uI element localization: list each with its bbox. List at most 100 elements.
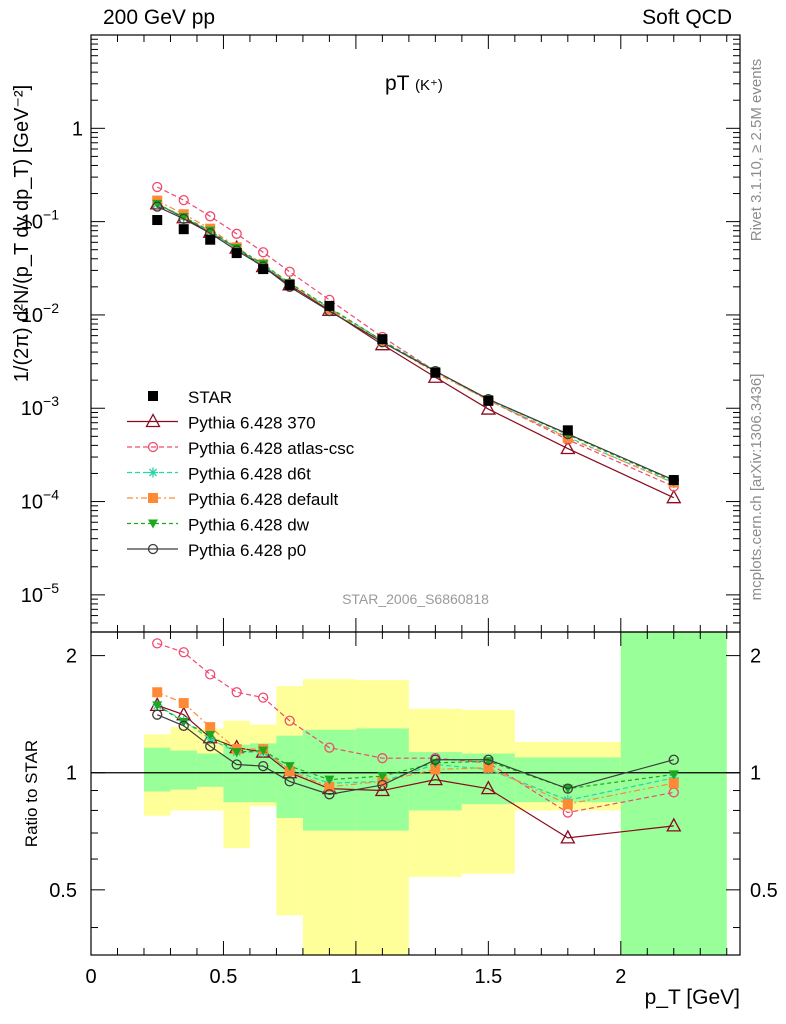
mcplots-label: mcplots.cern.ch [arXiv:1306.3436] — [748, 374, 765, 601]
ratio-point — [668, 778, 679, 789]
ratio-point — [377, 772, 388, 782]
data-point — [666, 489, 682, 504]
star-data-point — [231, 248, 242, 259]
plot-title: pT — [385, 72, 410, 95]
data-point — [231, 228, 242, 239]
legend-label: Pythia 6.428 370 — [188, 414, 316, 433]
ratio-series-line — [157, 704, 674, 839]
star-data-point — [562, 425, 573, 436]
star-data-point — [205, 234, 216, 245]
ratio-point — [668, 754, 679, 765]
ratio-y-tick-label: 1 — [66, 763, 77, 785]
ratio-point — [258, 746, 269, 756]
ratio-point — [324, 789, 335, 800]
ratio-uncertainty-bands — [143, 632, 727, 955]
data-point — [152, 201, 163, 212]
ratio-point — [284, 715, 295, 726]
ratio-frame — [90, 631, 741, 956]
ratio-point — [560, 829, 576, 844]
star-data-point — [284, 279, 295, 290]
ratio-point — [258, 760, 269, 772]
inner-band-bin — [170, 750, 197, 790]
star-data-point — [178, 224, 189, 235]
star-data-point — [258, 264, 269, 275]
main-y-axis-label: 1/(2π) d²N/(p_T dy dp_T) [GeV⁻²] — [11, 85, 33, 382]
ratio-series-line — [156, 714, 674, 795]
x-tick-label: 0 — [85, 966, 96, 988]
x-tick-label: 1.5 — [474, 966, 502, 988]
data-point — [258, 247, 269, 258]
ratio-point — [427, 771, 443, 786]
ratio-point — [562, 799, 573, 810]
data-point — [480, 400, 496, 415]
ratio-y-tick-label-right: 2 — [750, 646, 761, 668]
data-point — [178, 213, 189, 225]
ratio-point — [205, 741, 216, 752]
ratio-y-axis-label: Ratio to STAR — [22, 740, 41, 847]
legend-marker — [145, 413, 161, 428]
ratio-point — [231, 687, 242, 698]
ratio-point — [205, 669, 216, 680]
header-left: 200 GeV pp — [103, 6, 216, 29]
data-point — [178, 194, 189, 206]
star-data-point — [152, 215, 163, 226]
ratio-point — [483, 754, 494, 765]
legend-marker — [148, 391, 158, 401]
ratio-point — [178, 718, 189, 728]
x-tick-label: 1 — [350, 966, 361, 988]
ratio-point — [231, 759, 242, 770]
data-point — [560, 440, 576, 455]
star-data-point — [483, 395, 494, 406]
ratio-point — [152, 701, 163, 711]
ratio-point — [374, 782, 390, 797]
data-point — [152, 181, 163, 193]
ratio-point — [258, 692, 269, 703]
main-plot — [149, 181, 682, 504]
legend-label: STAR — [188, 388, 232, 407]
inner-band-bin — [514, 757, 621, 803]
ratio-point — [480, 780, 496, 795]
data-point — [284, 266, 295, 277]
inner-band-bin — [620, 632, 727, 955]
star-data-point — [377, 334, 388, 345]
legend-marker — [147, 441, 159, 453]
ratio-point — [205, 722, 216, 733]
header-right: Soft QCD — [642, 6, 732, 29]
ratio-point — [178, 698, 189, 709]
x-tick-label: 0.5 — [210, 966, 238, 988]
x-axis-label: p_T [GeV] — [645, 986, 740, 1009]
ratio-point — [483, 762, 494, 773]
ratio-point — [377, 753, 388, 764]
ratio-point — [430, 754, 441, 765]
star-data-point — [324, 300, 335, 311]
ratio-point — [562, 783, 573, 794]
axes — [90, 34, 741, 956]
ratio-point — [152, 638, 163, 649]
analysis-watermark: STAR_2006_S6860818 — [342, 591, 489, 607]
ratio-point — [152, 687, 163, 698]
legend-label: Pythia 6.428 p0 — [188, 541, 306, 560]
legend-marker — [148, 493, 158, 503]
ratio-series-line — [157, 642, 674, 814]
y-tick-label: 10−5 — [21, 580, 59, 607]
ratio-point — [377, 779, 388, 791]
ratio-point — [205, 731, 216, 741]
ratio-point — [324, 775, 335, 785]
legend-label: Pythia 6.428 atlas-csc — [188, 439, 355, 458]
legend-marker — [148, 519, 158, 529]
ratio-series-line — [156, 704, 674, 790]
ratio-point — [668, 770, 679, 780]
ratio-point — [178, 720, 189, 731]
legend-marker — [147, 543, 159, 555]
series-line — [156, 203, 675, 484]
legend-label: Pythia 6.428 d6t — [188, 465, 311, 484]
ratio-point — [284, 776, 295, 787]
x-tick-label: 2 — [615, 966, 626, 988]
data-point — [205, 211, 216, 222]
y-tick-label: 1 — [72, 118, 83, 140]
ratio-point — [324, 742, 335, 753]
rivet-version-label: Rivet 3.1.10, ≥ 2.5M events — [748, 59, 765, 242]
legend-marker — [148, 467, 158, 478]
ratio-point — [324, 781, 335, 792]
ratio-point — [430, 764, 441, 775]
